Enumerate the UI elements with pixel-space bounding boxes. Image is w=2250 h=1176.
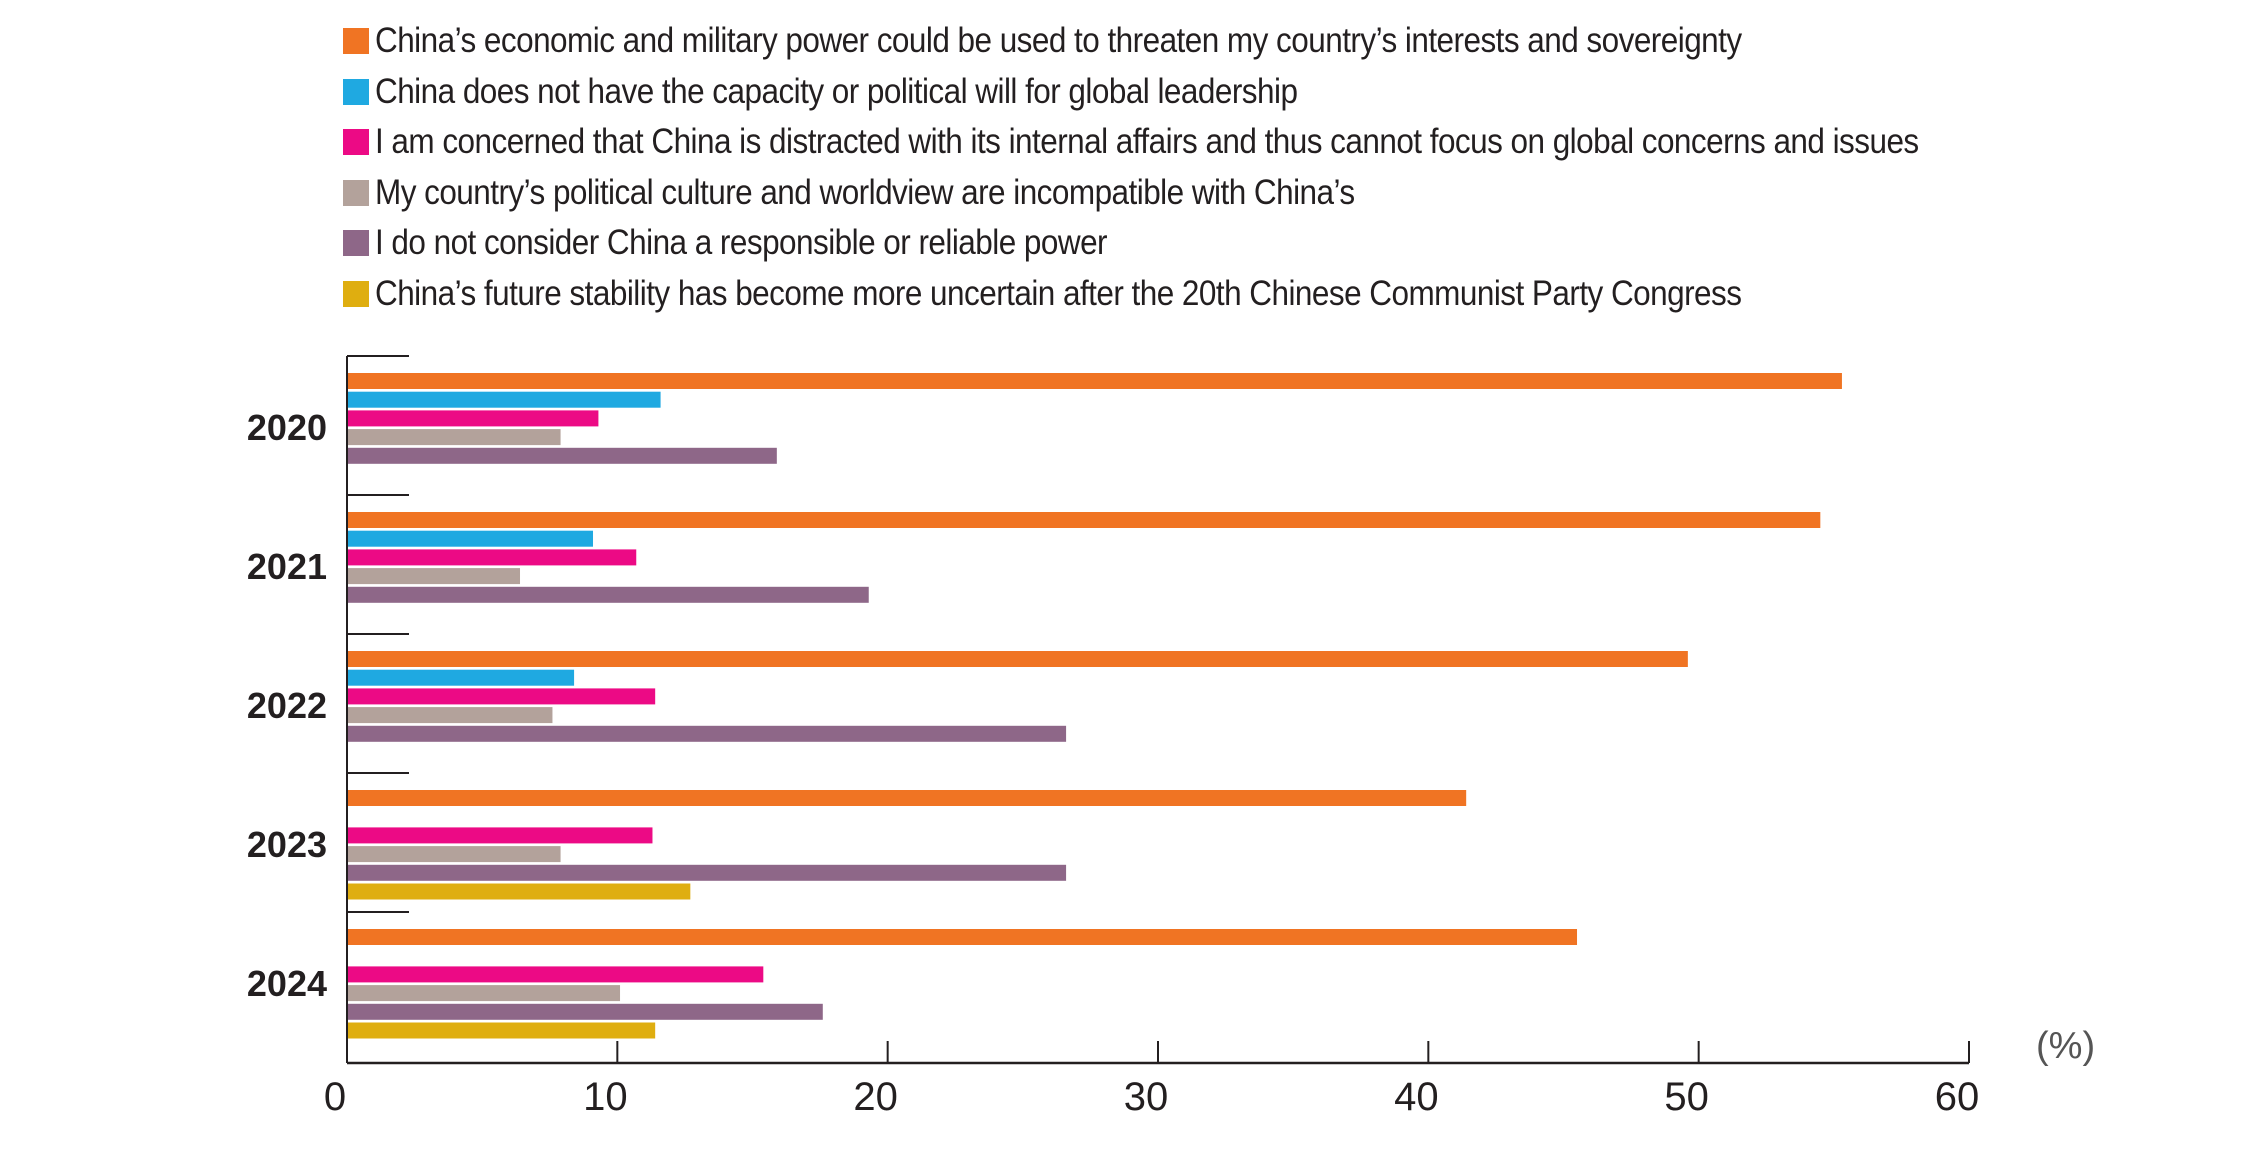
bar [348,985,621,1002]
bar [348,688,656,705]
legend-label: China’s future stability has become more… [375,273,1742,313]
bar [348,447,777,464]
legend-swatch [343,78,369,105]
legend-item: China’s future stability has become more… [343,269,2090,320]
bar [348,530,594,547]
bar [348,864,1067,881]
x-tick-label: 0 [324,1075,346,1119]
bar [348,707,553,724]
x-tick-label: 20 [853,1075,898,1119]
bar [348,391,661,408]
legend-item: I do not consider China a responsible or… [343,218,2090,269]
legend-item: My country’s political culture and world… [343,168,2090,219]
legend-label: I am concerned that China is distracted … [375,122,1919,162]
category-label: 2022 [247,685,327,726]
bar [348,827,653,844]
x-unit-label: (%) [2036,1025,2095,1067]
bar [348,512,1821,528]
bar [348,790,1467,806]
bar [348,1022,656,1039]
legend-swatch [343,179,369,206]
legend-swatch [343,280,369,307]
bar [348,725,1067,742]
bar [348,1003,823,1020]
bar [348,373,1842,389]
legend-item: China’s economic and military power coul… [343,16,2090,67]
x-tick-label: 50 [1664,1075,1709,1119]
bar [348,586,869,603]
bar [348,966,764,983]
legend-swatch [343,28,369,55]
legend-label: My country’s political culture and world… [375,172,1355,212]
legend-label: I do not consider China a responsible or… [375,223,1108,263]
bar [348,549,637,566]
legend: China’s economic and military power coul… [343,16,2090,319]
legend-item: I am concerned that China is distracted … [343,117,2090,168]
x-tick-label: 30 [1124,1075,1169,1119]
bar [348,568,521,585]
bar [348,651,1688,667]
legend-label: China does not have the capacity or poli… [375,71,1298,111]
bar [348,410,599,427]
x-tick-label: 10 [583,1075,628,1119]
bar [348,883,691,900]
category-label: 2024 [247,963,327,1004]
legend-swatch [343,129,369,156]
category-label: 2021 [247,546,327,587]
bar [348,429,561,446]
legend-swatch [343,230,369,257]
legend-item: China does not have the capacity or poli… [343,67,2090,118]
bar [348,669,575,686]
category-label: 2020 [247,407,327,448]
category-label: 2023 [247,824,327,865]
bar [348,929,1578,945]
x-tick-label: 40 [1394,1075,1439,1119]
legend-label: China’s economic and military power coul… [375,21,1742,61]
bar [348,846,561,863]
x-tick-label: 60 [1935,1075,1980,1119]
